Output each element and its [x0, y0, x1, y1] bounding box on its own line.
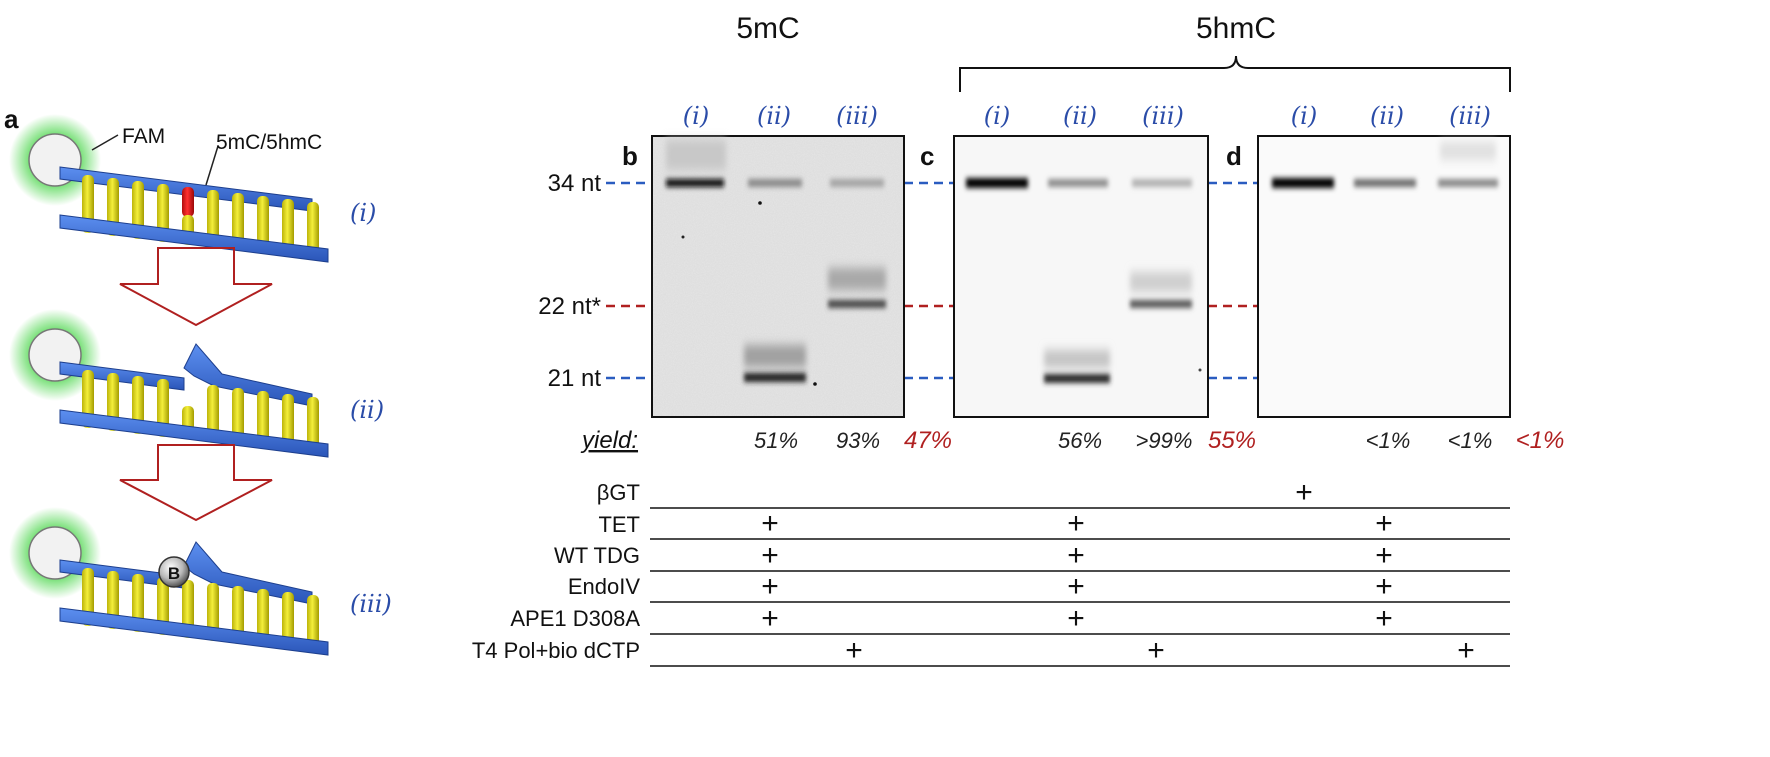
condition-label: EndoIV: [568, 574, 640, 599]
yield-value: <1%: [1366, 428, 1411, 453]
stage-label-iii: (iii): [350, 590, 392, 618]
conditions-table: βGT TET WT TDG EndoIV APE1 D308A T4 Pol+…: [472, 476, 1510, 667]
stage-label-i: (i): [350, 199, 376, 227]
lane-label: (iii): [836, 102, 878, 130]
gel-band: [1132, 179, 1192, 187]
plus-mark: +: [845, 634, 863, 667]
gel-band: [1130, 300, 1192, 308]
yield-overall: 55%: [1208, 427, 1256, 454]
modified-base: [182, 187, 194, 217]
lane-label: (ii): [757, 102, 791, 130]
lane-label: (iii): [1142, 102, 1184, 130]
plus-mark: +: [761, 602, 779, 635]
schematic-stage-i: FAM 5mC/5hmC (i): [9, 114, 376, 263]
marker-lines: [606, 181, 1258, 380]
gel-band: [1272, 178, 1334, 188]
gel-panel-b: b: [622, 135, 905, 418]
lane-label: (i): [1291, 102, 1317, 130]
condition-label: TET: [598, 512, 640, 537]
condition-label: βGT: [597, 480, 640, 505]
gel-panel-c: c: [920, 135, 1209, 418]
stage-label-ii: (ii): [350, 396, 384, 424]
reaction-arrow-1: [119, 247, 273, 327]
yield-row: yield: 51% 93% 47% 56% >99% 55% <1% <1% …: [580, 427, 1564, 454]
gel-band: [830, 179, 884, 187]
panel-c-letter: c: [920, 141, 934, 171]
size-marker-34nt: 34 nt: [548, 170, 602, 197]
yield-value: <1%: [1448, 428, 1493, 453]
plus-mark: +: [1375, 507, 1393, 540]
reaction-arrow-2: [119, 444, 273, 522]
gel-band: [1354, 179, 1416, 187]
yield-value: 56%: [1058, 428, 1102, 453]
bottom-strand: [59, 214, 329, 263]
lane-label: (ii): [1370, 102, 1404, 130]
plus-mark: +: [1067, 507, 1085, 540]
gel-band: [828, 300, 886, 308]
biotin-ball: [158, 556, 190, 588]
plus-mark: +: [761, 570, 779, 603]
size-marker-21nt: 21 nt: [548, 365, 602, 392]
plus-mark: +: [1067, 602, 1085, 635]
condition-label: APE1 D308A: [510, 606, 640, 631]
size-marker-22nt: 22 nt*: [538, 293, 601, 320]
yield-value: 51%: [754, 428, 798, 453]
plus-mark: +: [1375, 602, 1393, 635]
gel-band: [744, 373, 806, 382]
fam-label: FAM: [122, 125, 165, 148]
header-5hmc: 5hmC: [1196, 12, 1276, 45]
plus-mark: +: [1375, 570, 1393, 603]
gel-band: [1048, 179, 1108, 187]
gel-band: [666, 179, 724, 187]
plus-mark: +: [1375, 539, 1393, 572]
header-5mc: 5mC: [736, 12, 799, 45]
condition-label: WT TDG: [554, 543, 640, 568]
gel-band: [748, 179, 802, 187]
plus-mark: +: [1457, 634, 1475, 667]
yield-value: >99%: [1136, 428, 1193, 453]
lane-label: (i): [683, 102, 709, 130]
panel-d-letter: d: [1226, 141, 1242, 171]
yield-overall: 47%: [904, 427, 952, 454]
gel-band: [1438, 179, 1498, 187]
plus-mark: +: [1295, 476, 1313, 509]
plus-mark: +: [1147, 634, 1165, 667]
lane-label: (iii): [1449, 102, 1491, 130]
biotin-label: B: [168, 564, 180, 583]
schematic-stage-ii: (ii): [9, 309, 384, 458]
hmc-bracket: [959, 55, 1511, 92]
lane-labels: (i) (ii) (iii) (i) (ii) (iii) (i) (ii) (…: [683, 102, 1491, 130]
yield-label: yield:: [580, 427, 638, 454]
plus-mark: +: [1067, 539, 1085, 572]
yield-overall: <1%: [1516, 427, 1565, 454]
plus-mark: +: [761, 539, 779, 572]
gel-band: [966, 178, 1028, 188]
yield-value: 93%: [836, 428, 880, 453]
condition-label: T4 Pol+bio dCTP: [472, 638, 640, 663]
schematic-stage-iii: B (iii): [9, 507, 392, 656]
plus-mark: +: [761, 507, 779, 540]
lane-label: (i): [984, 102, 1010, 130]
gel-panel-d: d: [1226, 135, 1511, 418]
panel-a-letter: a: [4, 104, 19, 134]
panel-b-letter: b: [622, 141, 638, 171]
modification-label: 5mC/5hmC: [216, 131, 322, 154]
plus-mark: +: [1067, 570, 1085, 603]
lane-label: (ii): [1063, 102, 1097, 130]
gel-band: [1044, 374, 1110, 383]
